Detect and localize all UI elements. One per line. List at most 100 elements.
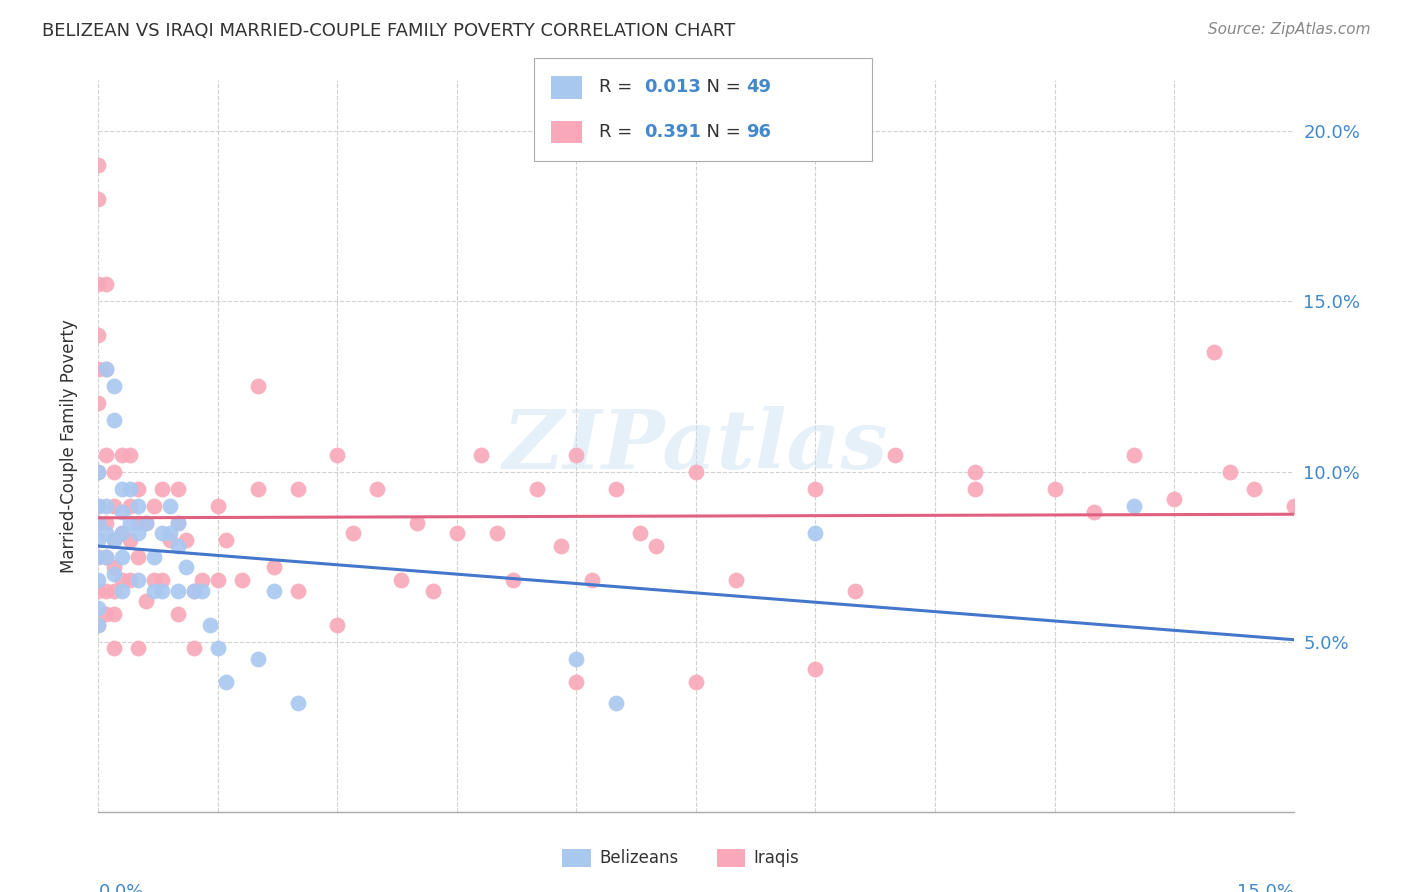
Point bbox=[103, 641, 125, 656]
Text: 96: 96 bbox=[747, 123, 772, 141]
Point bbox=[87, 465, 110, 479]
Point bbox=[150, 583, 173, 598]
Point bbox=[422, 583, 444, 598]
Point bbox=[87, 499, 110, 513]
Point bbox=[207, 574, 229, 588]
Point bbox=[963, 482, 986, 496]
Point bbox=[87, 583, 110, 598]
Text: 15.0%: 15.0% bbox=[1236, 883, 1294, 892]
Point bbox=[120, 448, 142, 462]
Point bbox=[159, 499, 181, 513]
Point bbox=[103, 465, 125, 479]
Point bbox=[111, 448, 134, 462]
Point bbox=[111, 574, 134, 588]
Point bbox=[167, 516, 190, 530]
Text: 49: 49 bbox=[747, 78, 772, 96]
Point bbox=[103, 533, 125, 547]
Point bbox=[231, 574, 253, 588]
Text: N =: N = bbox=[695, 78, 747, 96]
Text: R =: R = bbox=[599, 123, 638, 141]
Point bbox=[87, 362, 110, 376]
Text: ZIPatlas: ZIPatlas bbox=[503, 406, 889, 486]
Point bbox=[111, 549, 134, 564]
Point bbox=[111, 525, 134, 540]
Point bbox=[1123, 499, 1146, 513]
Point bbox=[127, 574, 149, 588]
Point bbox=[724, 574, 747, 588]
Point bbox=[96, 607, 118, 622]
Point bbox=[120, 533, 142, 547]
Point bbox=[884, 448, 907, 462]
Point bbox=[581, 574, 603, 588]
Point bbox=[470, 448, 492, 462]
Point bbox=[1043, 482, 1066, 496]
Y-axis label: Married-Couple Family Poverty: Married-Couple Family Poverty bbox=[59, 319, 77, 573]
Point bbox=[87, 192, 110, 206]
Point bbox=[127, 549, 149, 564]
Point bbox=[103, 607, 125, 622]
Point bbox=[135, 516, 157, 530]
Point bbox=[174, 533, 197, 547]
Point bbox=[804, 662, 827, 676]
Point bbox=[96, 499, 118, 513]
Point bbox=[183, 583, 205, 598]
Point bbox=[565, 448, 588, 462]
Point bbox=[135, 516, 157, 530]
Point bbox=[287, 482, 309, 496]
Point bbox=[87, 574, 110, 588]
Point bbox=[159, 533, 181, 547]
Point bbox=[87, 600, 110, 615]
Point bbox=[103, 559, 125, 574]
Point bbox=[87, 499, 110, 513]
Point bbox=[103, 566, 125, 581]
Point bbox=[111, 525, 134, 540]
Point bbox=[103, 413, 125, 427]
Point bbox=[1202, 345, 1225, 359]
Point bbox=[326, 617, 349, 632]
Point bbox=[526, 482, 548, 496]
Point bbox=[87, 516, 110, 530]
Point bbox=[628, 525, 651, 540]
Point bbox=[120, 482, 142, 496]
Text: 0.391: 0.391 bbox=[644, 123, 700, 141]
Point bbox=[87, 516, 110, 530]
Point bbox=[565, 675, 588, 690]
Point bbox=[87, 549, 110, 564]
Point bbox=[96, 549, 118, 564]
Point bbox=[120, 574, 142, 588]
Point bbox=[127, 516, 149, 530]
Point bbox=[605, 696, 627, 710]
Point bbox=[198, 617, 221, 632]
Point bbox=[287, 696, 309, 710]
Point bbox=[565, 651, 588, 665]
Point bbox=[150, 482, 173, 496]
Point bbox=[87, 617, 110, 632]
Point bbox=[246, 651, 269, 665]
Point bbox=[96, 583, 118, 598]
Point bbox=[1282, 499, 1305, 513]
Point bbox=[207, 641, 229, 656]
Point bbox=[326, 448, 349, 462]
Text: 0.0%: 0.0% bbox=[98, 883, 143, 892]
Point bbox=[963, 465, 986, 479]
Point bbox=[502, 574, 524, 588]
Point bbox=[120, 499, 142, 513]
Point bbox=[685, 675, 707, 690]
Point bbox=[159, 525, 181, 540]
Point bbox=[406, 516, 429, 530]
Point bbox=[111, 482, 134, 496]
Text: R =: R = bbox=[599, 78, 638, 96]
Point bbox=[96, 362, 118, 376]
Point bbox=[1083, 505, 1105, 519]
Point bbox=[87, 617, 110, 632]
Point bbox=[804, 482, 827, 496]
Point bbox=[87, 158, 110, 172]
Point bbox=[127, 482, 149, 496]
Point bbox=[263, 583, 285, 598]
Point bbox=[96, 549, 118, 564]
Point bbox=[111, 505, 134, 519]
Point bbox=[143, 574, 166, 588]
Point bbox=[103, 499, 125, 513]
Point bbox=[103, 533, 125, 547]
Point bbox=[174, 559, 197, 574]
